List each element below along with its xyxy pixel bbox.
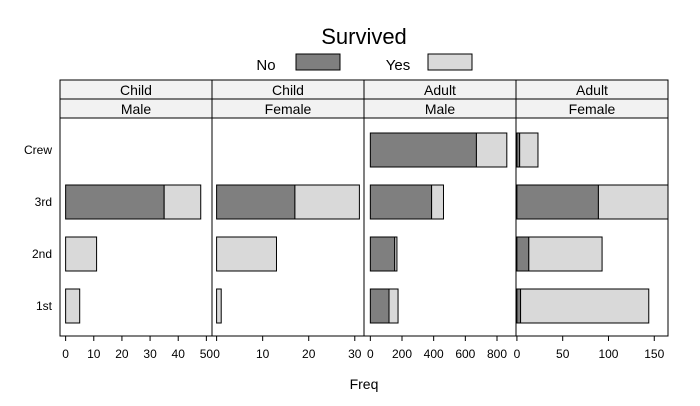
x-tick-label: 0 — [213, 347, 220, 361]
legend-label-yes: Yes — [386, 57, 410, 74]
x-tick-label: 30 — [143, 347, 157, 361]
bar-no — [216, 184, 296, 220]
bar-no — [369, 132, 477, 168]
bar-yes — [294, 184, 360, 220]
x-tick-label: 20 — [302, 347, 316, 361]
strip-label: Female — [265, 101, 312, 117]
bar-yes — [475, 132, 508, 168]
strip-label: Male — [425, 101, 456, 117]
bar-yes — [388, 288, 399, 324]
x-tick-label: 30 — [348, 347, 362, 361]
panel-border — [515, 117, 669, 337]
x-tick-label: 0 — [367, 347, 374, 361]
x-tick-label: 50 — [556, 347, 570, 361]
y-axis-labels: Crew 3rd 2nd 1st — [24, 143, 53, 313]
legend-swatch-yes — [427, 53, 473, 71]
bar-no — [369, 236, 396, 272]
chart-title: Survived — [321, 24, 407, 49]
bar-yes — [216, 288, 222, 324]
y-tick-label: 1st — [36, 299, 53, 313]
y-tick-label: Crew — [24, 143, 52, 157]
panel: Child Female 0 10 20 30 — [211, 79, 365, 361]
panel: Adult Male 0 200 400 600 800 — [363, 79, 517, 361]
x-tick-label: 20 — [115, 347, 129, 361]
bar-yes — [394, 236, 398, 272]
strip-label: Female — [569, 101, 616, 117]
bar-no — [516, 184, 599, 220]
bar-no — [516, 288, 522, 324]
bar-yes — [431, 184, 444, 220]
strip-label: Child — [120, 82, 152, 98]
panel-border — [211, 117, 365, 337]
x-axis-label: Freq — [350, 376, 379, 392]
bar-yes — [65, 288, 81, 324]
bar-no — [65, 184, 165, 220]
x-tick-label: 10 — [87, 347, 101, 361]
bar-yes — [163, 184, 202, 220]
bar-no — [516, 236, 530, 272]
x-tick-label: 800 — [487, 347, 507, 361]
strip-label: Male — [121, 101, 152, 117]
x-tick-label: 150 — [644, 347, 664, 361]
panel-border — [59, 117, 213, 337]
bar-yes — [597, 184, 669, 220]
strip-label: Child — [272, 82, 304, 98]
legend-swatch-no — [295, 53, 341, 71]
bar-yes — [519, 132, 539, 168]
legend: No Yes — [256, 53, 473, 74]
x-tick-label: 40 — [172, 347, 186, 361]
bar-yes — [520, 288, 650, 324]
bar-yes — [216, 236, 277, 272]
strip-label: Adult — [424, 82, 456, 98]
panel: Child Male 0 10 20 30 40 50 — [59, 79, 214, 361]
x-tick-label: 0 — [514, 347, 521, 361]
x-tick-label: 200 — [392, 347, 412, 361]
strip-label: Adult — [576, 82, 608, 98]
bar-yes — [528, 236, 603, 272]
y-tick-label: 2nd — [32, 247, 52, 261]
y-tick-label: 3rd — [35, 195, 52, 209]
x-tick-label: 400 — [424, 347, 444, 361]
x-tick-label: 10 — [256, 347, 270, 361]
panel: Adult Female 0 50 100 150 — [514, 79, 669, 361]
x-tick-label: 100 — [598, 347, 618, 361]
bar-yes — [65, 236, 98, 272]
bar-no — [369, 184, 433, 220]
x-tick-label: 50 — [200, 347, 214, 361]
x-tick-label: 0 — [62, 347, 69, 361]
bar-no — [369, 288, 390, 324]
legend-label-no: No — [256, 57, 275, 74]
x-tick-label: 600 — [455, 347, 475, 361]
